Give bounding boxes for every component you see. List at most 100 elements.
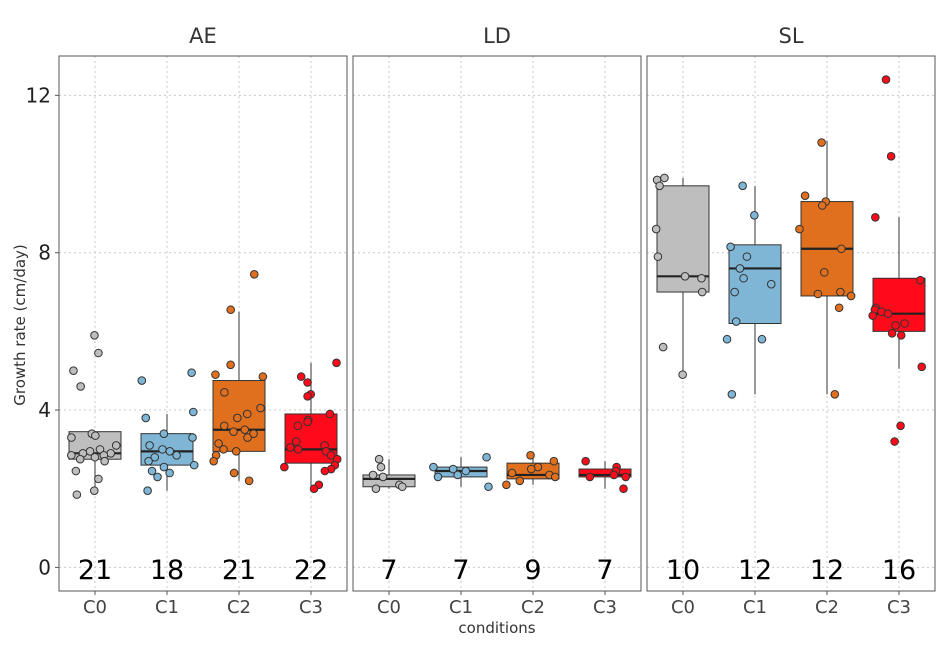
data-point bbox=[72, 490, 82, 499]
data-point bbox=[742, 252, 752, 261]
data-point bbox=[378, 472, 388, 482]
data-point bbox=[697, 273, 706, 283]
data-point bbox=[144, 456, 153, 466]
data-point bbox=[800, 191, 810, 200]
panel-border bbox=[352, 55, 642, 592]
data-point bbox=[890, 437, 899, 446]
group-ae-c2: 21 C2 bbox=[209, 270, 268, 618]
data-point bbox=[896, 421, 905, 431]
data-point bbox=[916, 275, 925, 285]
panel-border bbox=[58, 55, 348, 592]
data-point bbox=[189, 407, 198, 417]
count-label: 7 bbox=[452, 555, 469, 586]
data-point bbox=[280, 462, 289, 472]
count-label: 7 bbox=[596, 555, 613, 586]
data-point bbox=[158, 445, 167, 454]
data-point bbox=[188, 433, 197, 442]
data-point bbox=[303, 391, 312, 401]
data-point bbox=[619, 484, 628, 494]
data-point bbox=[660, 173, 669, 183]
y-tick-label: 8 bbox=[38, 241, 51, 265]
data-point bbox=[722, 334, 732, 344]
data-point bbox=[165, 468, 174, 478]
count-label: 21 bbox=[78, 555, 112, 586]
y-tick-label: 4 bbox=[38, 398, 51, 422]
data-point bbox=[211, 370, 220, 379]
data-point bbox=[220, 388, 229, 397]
data-point bbox=[233, 413, 242, 423]
x-tick-label: C0 bbox=[377, 597, 401, 618]
data-point bbox=[159, 462, 169, 472]
data-point bbox=[147, 466, 157, 476]
data-point bbox=[371, 484, 381, 494]
group-sl-c2: 12 C2 bbox=[795, 138, 856, 618]
data-point bbox=[244, 476, 254, 486]
group-sl-c1: 12 C1 bbox=[722, 181, 782, 618]
data-point bbox=[433, 472, 443, 482]
data-point bbox=[502, 480, 511, 490]
count-label: 16 bbox=[882, 555, 916, 586]
data-point bbox=[209, 456, 218, 466]
x-tick-label: C2 bbox=[815, 597, 839, 618]
data-point bbox=[658, 342, 668, 352]
x-tick-label: C2 bbox=[521, 597, 545, 618]
data-point bbox=[886, 152, 896, 161]
data-point bbox=[332, 358, 341, 368]
data-point bbox=[229, 468, 239, 478]
group-ae-c0: 21 C0 bbox=[66, 331, 122, 618]
x-tick-label: C3 bbox=[299, 597, 323, 618]
data-point bbox=[883, 309, 893, 318]
data-point bbox=[871, 212, 880, 222]
data-point bbox=[727, 390, 737, 399]
x-tick-label: C1 bbox=[743, 597, 767, 618]
data-point bbox=[735, 264, 745, 273]
count-label: 10 bbox=[666, 555, 700, 586]
count-label: 12 bbox=[810, 555, 844, 586]
x-tick-label: C2 bbox=[227, 597, 251, 618]
y-axis-title: Growth rate (cm/day) bbox=[11, 244, 29, 406]
data-point bbox=[678, 370, 687, 379]
x-axis-title: conditions bbox=[458, 619, 535, 637]
data-point bbox=[896, 331, 906, 340]
data-point bbox=[187, 368, 196, 377]
data-point bbox=[137, 376, 147, 385]
data-point bbox=[91, 431, 100, 440]
data-point bbox=[256, 403, 265, 413]
panel-title: SL bbox=[778, 24, 803, 48]
data-point bbox=[66, 450, 76, 460]
data-point bbox=[231, 447, 241, 456]
data-point bbox=[90, 452, 100, 462]
data-point bbox=[750, 211, 759, 220]
x-tick-label: C0 bbox=[83, 597, 107, 618]
panel-ae: AE 21 C0 18 C1 21 C2 22 C3 bbox=[58, 24, 348, 618]
data-point bbox=[817, 201, 827, 210]
data-point bbox=[293, 421, 303, 431]
data-point bbox=[795, 224, 804, 234]
data-point bbox=[303, 417, 312, 427]
group-sl-c0: 10 C0 bbox=[651, 173, 710, 618]
panel-ld: LD 7 C0 7 C1 9 C2 7 C3 bbox=[352, 24, 642, 618]
data-point bbox=[368, 470, 378, 480]
data-point bbox=[145, 441, 154, 450]
data-point bbox=[143, 486, 152, 495]
data-point bbox=[817, 138, 826, 147]
data-point bbox=[550, 472, 560, 482]
x-tick-label: C3 bbox=[887, 597, 911, 618]
data-point bbox=[397, 482, 407, 492]
data-point bbox=[325, 409, 335, 419]
data-point bbox=[526, 450, 535, 460]
data-point bbox=[320, 466, 330, 476]
panel-sl: SL 10 C0 12 C1 12 C2 16 C3 bbox=[646, 24, 936, 618]
group-ld-c1: 7 C1 bbox=[429, 452, 493, 618]
data-point bbox=[71, 466, 81, 476]
box bbox=[872, 277, 926, 332]
box bbox=[362, 474, 416, 488]
data-point bbox=[141, 413, 151, 423]
data-point bbox=[106, 449, 116, 458]
data-point bbox=[917, 362, 927, 372]
data-point bbox=[655, 181, 664, 191]
data-point bbox=[482, 452, 491, 462]
count-label: 7 bbox=[380, 555, 397, 586]
data-point bbox=[515, 476, 525, 486]
